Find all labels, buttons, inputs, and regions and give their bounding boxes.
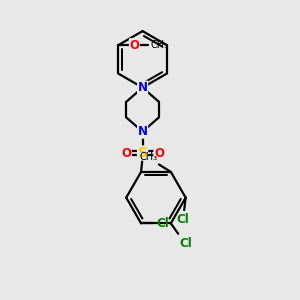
Text: CH₃: CH₃ (139, 152, 158, 162)
Text: S: S (138, 146, 148, 160)
Text: CH₃: CH₃ (151, 40, 169, 50)
Text: O: O (130, 39, 140, 52)
Text: N: N (138, 125, 148, 138)
Text: O: O (154, 146, 164, 160)
Text: Cl: Cl (157, 217, 169, 230)
Text: N: N (138, 81, 148, 94)
Text: O: O (121, 146, 131, 160)
Text: Cl: Cl (180, 237, 193, 250)
Text: Cl: Cl (176, 213, 189, 226)
